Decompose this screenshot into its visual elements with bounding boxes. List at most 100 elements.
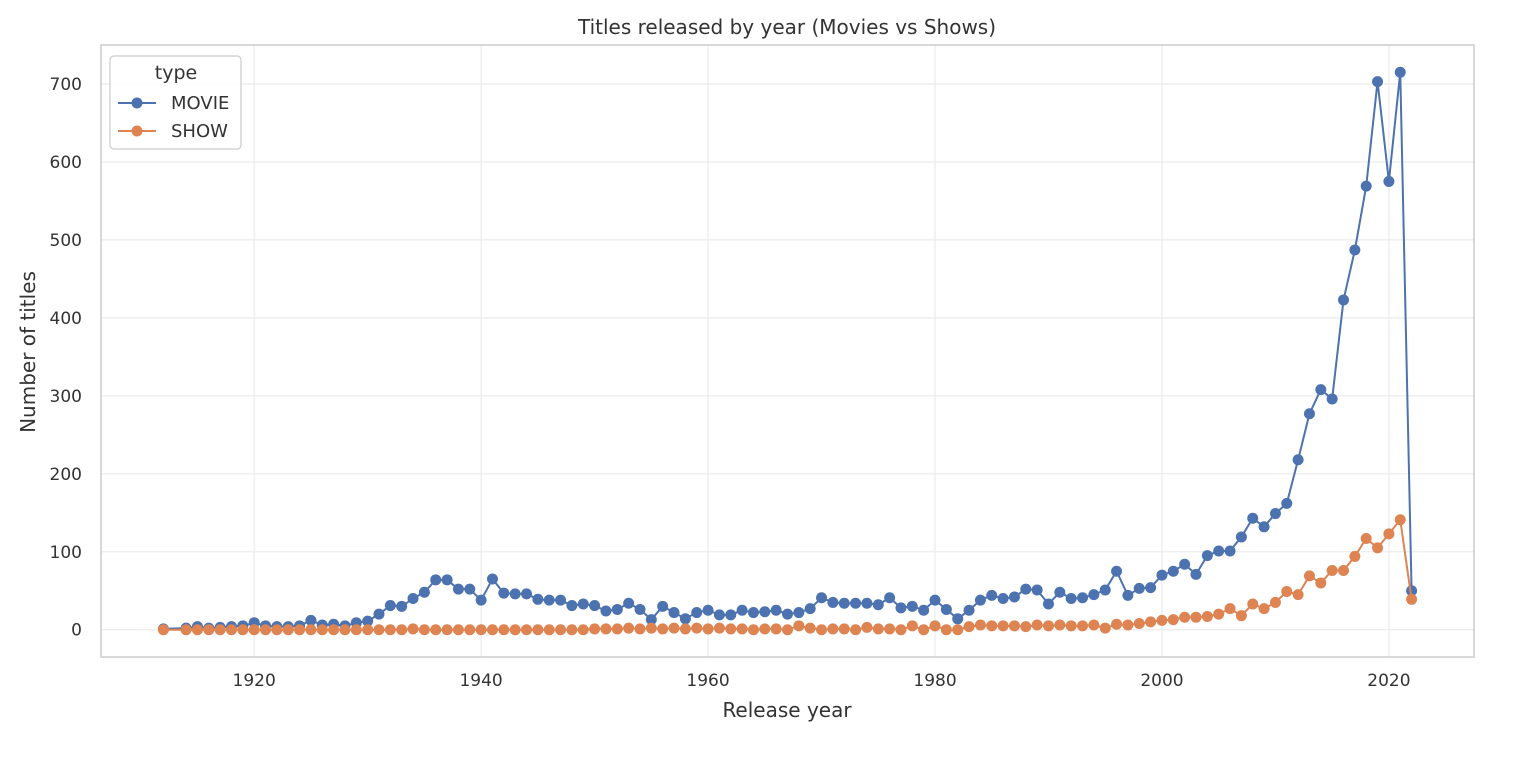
- data-point-show: [1008, 620, 1020, 632]
- data-point-show: [191, 624, 203, 636]
- legend-marker-show: [131, 125, 143, 137]
- data-point-movie: [1031, 584, 1043, 596]
- data-point-show: [804, 622, 816, 634]
- data-point-movie: [1099, 584, 1111, 596]
- y-tick-label: 500: [50, 231, 82, 251]
- y-tick-label: 400: [50, 309, 82, 329]
- data-point-show: [679, 623, 691, 635]
- data-point-show: [1088, 619, 1100, 631]
- data-point-show: [974, 619, 986, 631]
- data-point-show: [203, 624, 215, 636]
- data-point-show: [827, 623, 839, 635]
- data-point-movie: [759, 606, 771, 618]
- data-point-show: [555, 624, 567, 636]
- data-point-show: [418, 624, 430, 636]
- data-point-show: [884, 623, 896, 635]
- data-point-show: [657, 623, 669, 635]
- data-point-show: [248, 624, 260, 636]
- data-point-movie: [963, 604, 975, 616]
- data-point-movie: [804, 603, 816, 615]
- data-point-show: [566, 624, 578, 636]
- data-point-movie: [577, 598, 589, 610]
- data-point-show: [1281, 586, 1293, 598]
- data-point-show: [1077, 620, 1089, 632]
- plot-frame: [100, 44, 1475, 658]
- data-point-show: [1179, 611, 1191, 623]
- data-point-movie: [872, 599, 884, 611]
- data-point-movie: [657, 600, 669, 612]
- data-point-show: [384, 624, 396, 636]
- data-point-movie: [1020, 583, 1032, 595]
- data-point-movie: [407, 593, 419, 605]
- data-point-movie: [362, 615, 374, 627]
- data-point-show: [452, 624, 464, 636]
- data-point-movie: [418, 586, 430, 598]
- data-point-show: [702, 623, 714, 635]
- data-point-movie: [600, 605, 612, 617]
- data-point-show: [271, 624, 283, 636]
- data-point-movie: [305, 614, 317, 626]
- data-point-movie: [1292, 454, 1304, 466]
- data-point-movie: [384, 600, 396, 612]
- data-point-movie: [997, 593, 1009, 605]
- data-point-movie: [1213, 545, 1225, 557]
- series-lines: [157, 66, 1418, 636]
- y-tick-label: 0: [71, 621, 82, 641]
- data-point-show: [952, 624, 964, 636]
- data-point-show: [1042, 620, 1054, 632]
- data-point-show: [543, 624, 555, 636]
- data-point-show: [1054, 619, 1066, 631]
- data-point-movie: [782, 608, 793, 620]
- data-point-movie: [509, 588, 521, 600]
- y-tick-label: 200: [50, 465, 82, 485]
- data-point-show: [1326, 564, 1338, 576]
- data-point-show: [838, 623, 850, 635]
- data-point-show: [782, 624, 793, 636]
- data-point-show: [736, 623, 748, 635]
- data-point-show: [237, 624, 249, 636]
- x-tick-label: 1940: [459, 671, 502, 691]
- data-point-show: [1145, 616, 1157, 628]
- data-point-show: [486, 624, 498, 636]
- data-point-movie: [1372, 76, 1384, 88]
- data-point-show: [225, 624, 237, 636]
- data-point-movie: [1145, 582, 1157, 594]
- data-point-show: [1406, 593, 1418, 605]
- data-point-movie: [1235, 531, 1247, 543]
- data-point-movie: [1042, 598, 1054, 610]
- x-tick-label: 2020: [1367, 671, 1410, 691]
- data-point-movie: [1224, 545, 1236, 557]
- data-point-show: [1224, 603, 1236, 615]
- tick-labels: 1920 1940 1960 1980 2000 2020 0 100 200 300 400 500…: [50, 75, 1411, 691]
- data-point-movie: [1088, 589, 1100, 601]
- data-point-movie: [816, 592, 828, 604]
- legend-title: type: [155, 62, 197, 84]
- data-point-show: [668, 622, 680, 634]
- data-point-show: [793, 620, 805, 632]
- data-point-show: [577, 624, 589, 636]
- data-point-show: [691, 622, 703, 634]
- data-point-show: [1111, 618, 1123, 630]
- data-point-show: [1383, 528, 1395, 540]
- data-point-show: [180, 624, 192, 636]
- data-point-show: [282, 624, 294, 636]
- data-point-movie: [691, 607, 703, 619]
- data-point-movie: [532, 593, 544, 605]
- x-tick-label: 1960: [686, 671, 729, 691]
- data-point-show: [509, 624, 521, 636]
- data-point-show: [940, 624, 952, 636]
- data-point-movie: [793, 607, 805, 619]
- data-point-show: [600, 623, 612, 635]
- legend-label-movie: MOVIE: [171, 93, 229, 114]
- data-point-show: [1201, 610, 1213, 622]
- data-point-movie: [940, 603, 952, 615]
- data-point-show: [759, 623, 771, 635]
- data-point-movie: [521, 588, 533, 600]
- data-point-movie: [1315, 384, 1327, 396]
- data-point-movie: [486, 573, 498, 585]
- data-point-show: [1133, 617, 1145, 629]
- data-point-show: [1167, 614, 1179, 626]
- data-point-show: [713, 622, 725, 634]
- data-point-show: [214, 624, 226, 636]
- legend-marker-movie: [131, 97, 143, 109]
